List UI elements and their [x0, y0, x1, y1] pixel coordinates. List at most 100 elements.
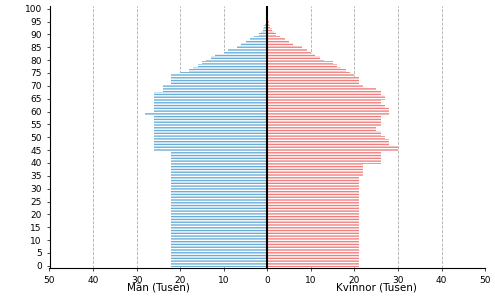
Bar: [267, 72, 350, 74]
Bar: [267, 120, 381, 123]
Bar: [267, 200, 359, 203]
Bar: [267, 218, 359, 221]
Bar: [154, 133, 267, 136]
Bar: [171, 187, 267, 190]
Bar: [267, 146, 398, 149]
Bar: [171, 185, 267, 187]
Bar: [267, 74, 354, 77]
Bar: [250, 38, 267, 41]
Bar: [267, 239, 359, 241]
Bar: [154, 123, 267, 126]
Bar: [267, 174, 363, 177]
Bar: [171, 223, 267, 226]
Bar: [266, 18, 267, 20]
Bar: [267, 180, 359, 182]
Bar: [171, 221, 267, 223]
Bar: [267, 108, 389, 110]
Bar: [171, 162, 267, 164]
Bar: [171, 246, 267, 249]
Bar: [171, 174, 267, 177]
Bar: [267, 241, 359, 244]
Bar: [171, 164, 267, 167]
Bar: [267, 51, 311, 54]
Bar: [171, 156, 267, 159]
Bar: [267, 259, 359, 262]
Bar: [267, 216, 359, 218]
Bar: [267, 187, 359, 190]
Bar: [267, 180, 359, 182]
Bar: [154, 126, 267, 128]
Bar: [267, 92, 381, 95]
Bar: [267, 192, 359, 195]
Bar: [154, 141, 267, 144]
Bar: [267, 221, 359, 223]
Bar: [267, 151, 381, 154]
Bar: [154, 141, 267, 144]
Bar: [171, 77, 267, 79]
Bar: [154, 115, 267, 118]
Bar: [267, 223, 359, 226]
Bar: [267, 59, 324, 61]
Bar: [264, 25, 267, 28]
Bar: [267, 64, 337, 66]
Bar: [171, 234, 267, 236]
Bar: [265, 23, 267, 25]
Bar: [267, 18, 268, 20]
Bar: [154, 128, 267, 131]
Bar: [267, 20, 269, 23]
Bar: [267, 87, 376, 90]
Bar: [154, 92, 267, 95]
Bar: [171, 228, 267, 231]
Bar: [154, 120, 267, 123]
Bar: [267, 59, 324, 61]
Bar: [171, 231, 267, 234]
Bar: [267, 110, 389, 113]
Bar: [171, 162, 267, 164]
Bar: [163, 87, 267, 90]
Bar: [228, 48, 267, 51]
Bar: [171, 195, 267, 198]
Bar: [267, 249, 359, 252]
Bar: [267, 228, 359, 231]
Bar: [202, 61, 267, 64]
Bar: [267, 48, 306, 51]
Bar: [267, 36, 280, 38]
Bar: [171, 182, 267, 185]
Bar: [267, 185, 359, 187]
Bar: [267, 43, 294, 46]
Bar: [267, 257, 359, 259]
Bar: [171, 259, 267, 262]
Bar: [267, 84, 363, 87]
Bar: [241, 43, 267, 46]
Bar: [154, 100, 267, 102]
Bar: [154, 149, 267, 151]
Bar: [171, 82, 267, 84]
Bar: [267, 236, 359, 239]
Bar: [267, 231, 359, 234]
Bar: [267, 56, 320, 59]
Bar: [267, 84, 363, 87]
Bar: [267, 33, 276, 36]
Bar: [267, 74, 354, 77]
Bar: [267, 36, 280, 38]
Bar: [171, 262, 267, 264]
Bar: [171, 167, 267, 169]
Bar: [171, 154, 267, 156]
Bar: [267, 43, 294, 46]
Bar: [267, 154, 381, 156]
Bar: [237, 46, 267, 48]
Bar: [267, 87, 376, 90]
Bar: [267, 231, 359, 234]
Bar: [267, 72, 350, 74]
Bar: [267, 164, 363, 167]
Bar: [267, 23, 269, 25]
Text: Kvinnor (Tusen): Kvinnor (Tusen): [336, 282, 417, 292]
Bar: [267, 128, 376, 131]
Bar: [267, 79, 359, 82]
Bar: [171, 257, 267, 259]
Bar: [171, 239, 267, 241]
Bar: [267, 246, 359, 249]
Bar: [171, 192, 267, 195]
Bar: [171, 249, 267, 252]
Bar: [267, 102, 381, 105]
